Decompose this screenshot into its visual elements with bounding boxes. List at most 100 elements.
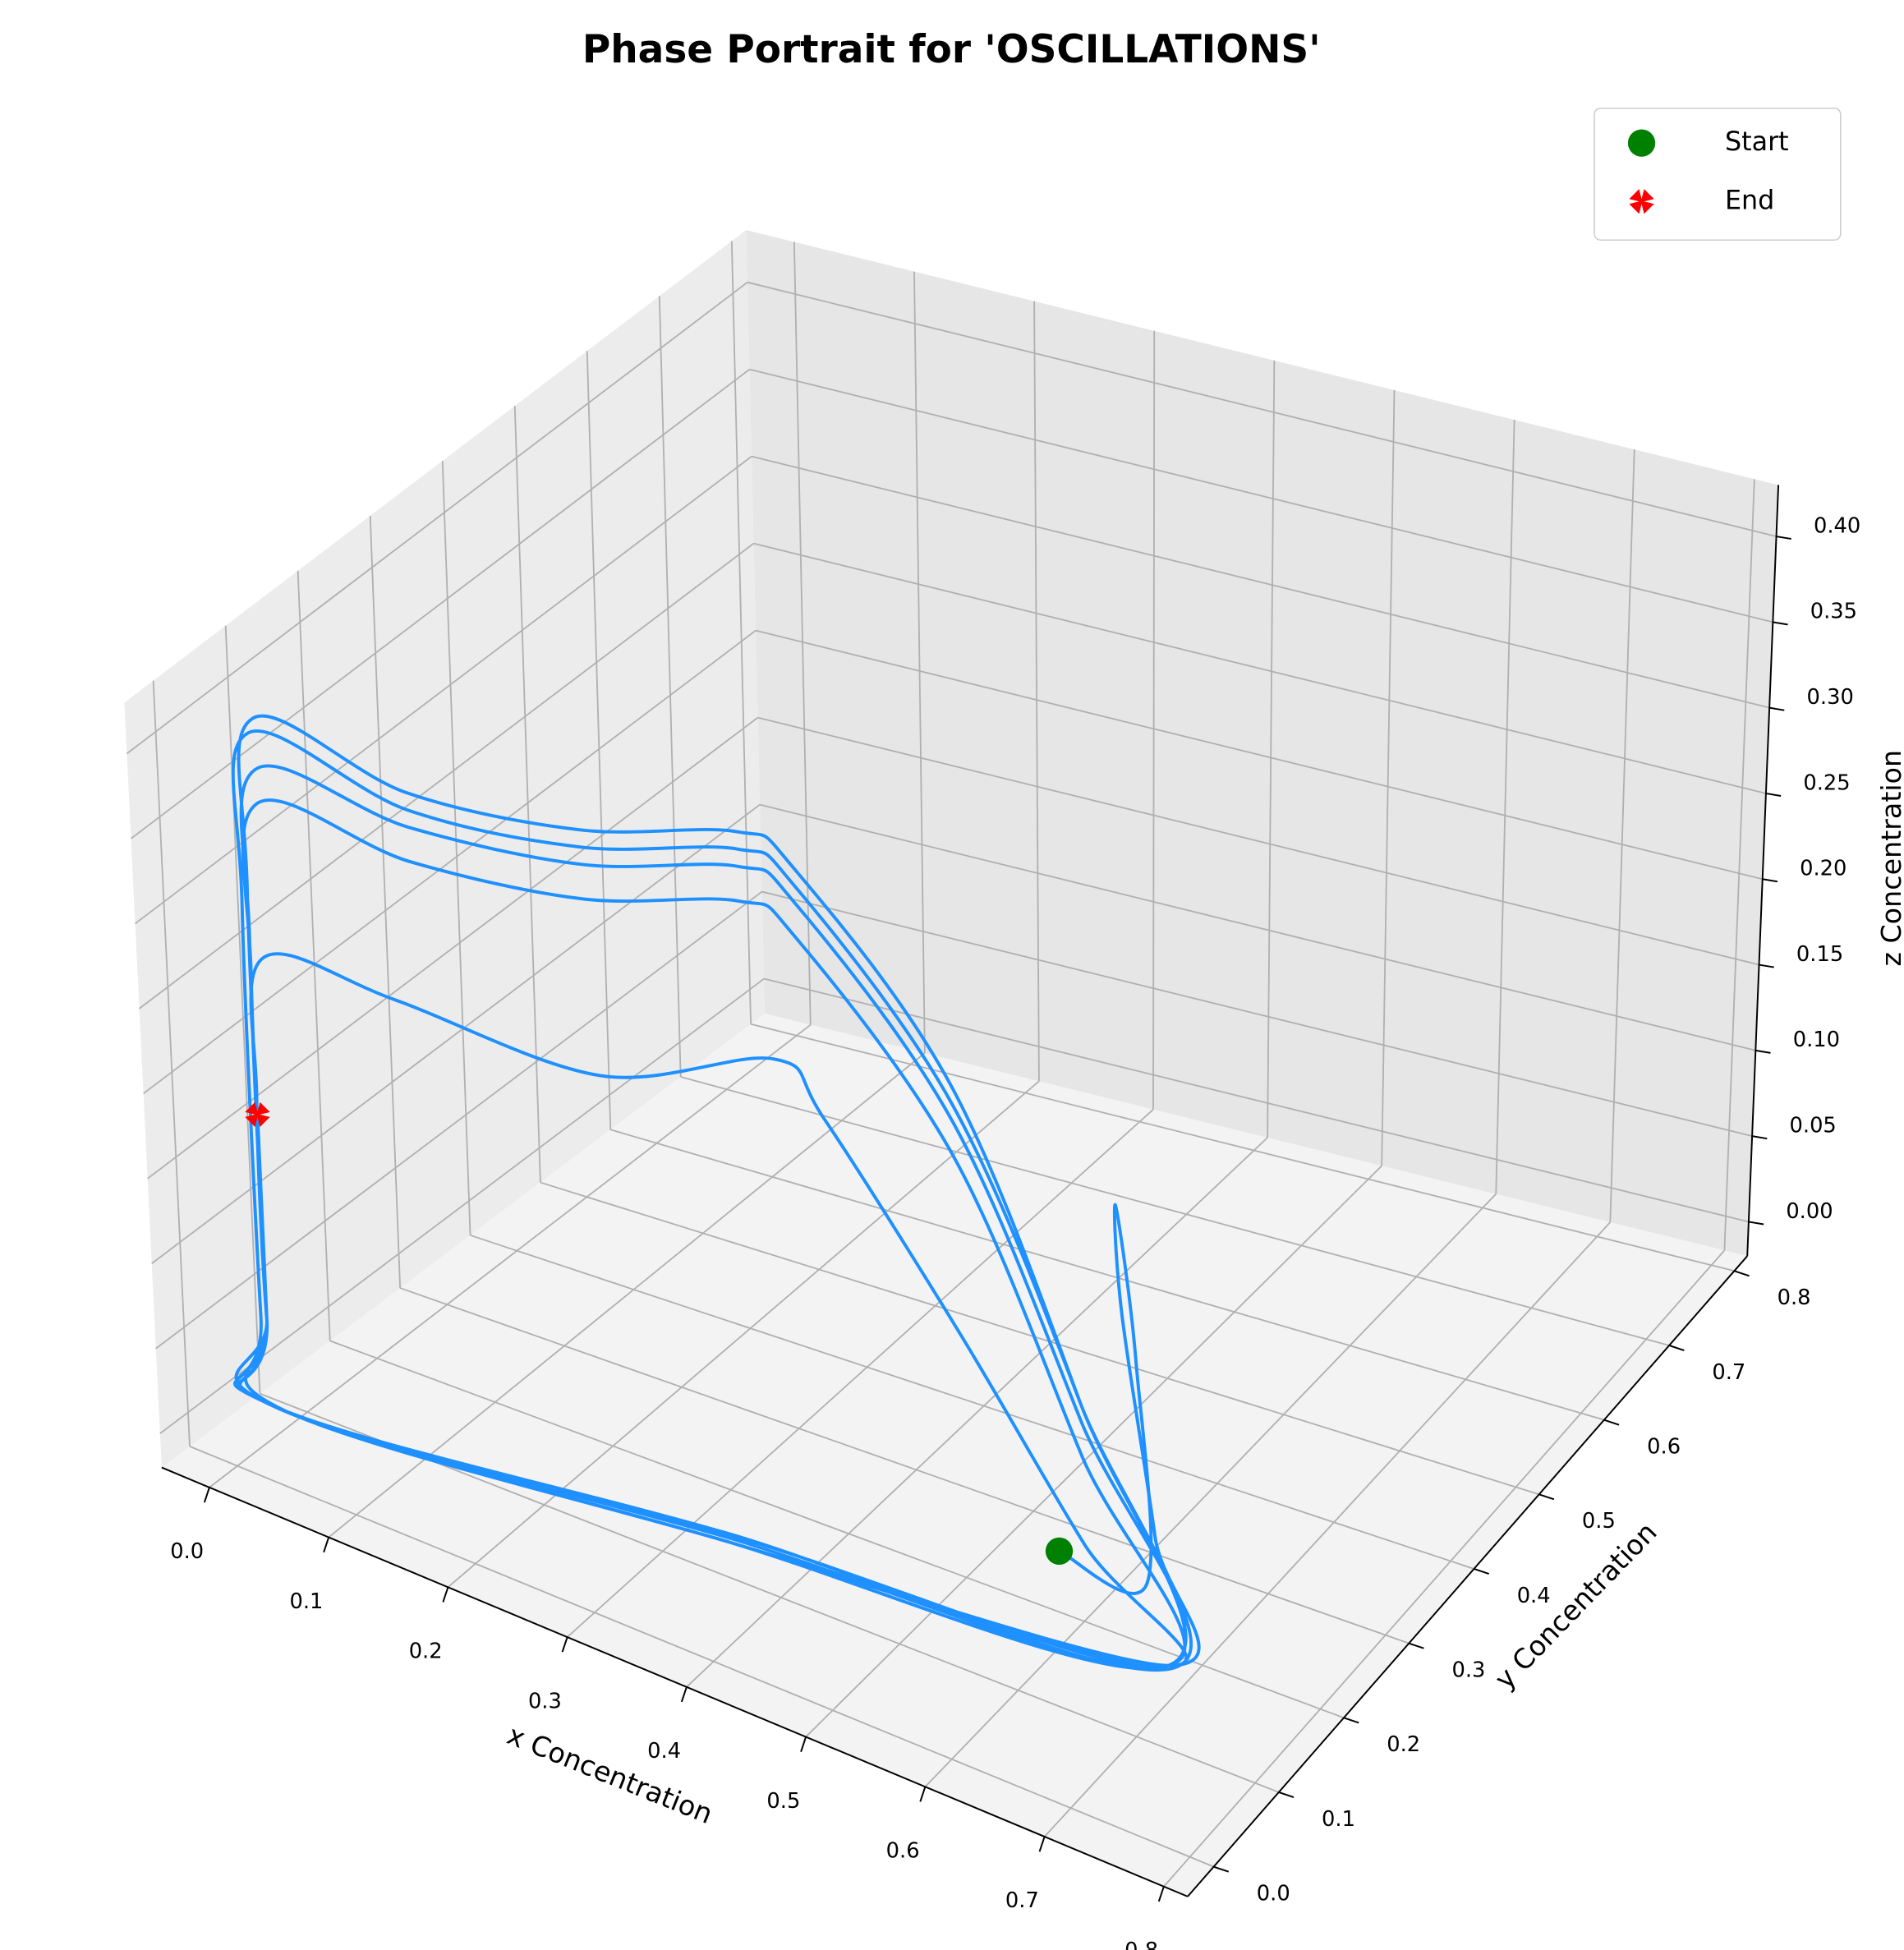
grid-line	[913, 271, 926, 1054]
y-tick-label: 0.1	[1322, 1807, 1355, 1832]
x-tick-label: 0.1	[289, 1589, 323, 1614]
y-axis-line	[1187, 1255, 1748, 1897]
y-tick-label: 0.2	[1387, 1732, 1420, 1757]
z-tick-label: 0.05	[1790, 1114, 1837, 1138]
legend-label: Start	[1725, 126, 1789, 157]
grid-line	[470, 1234, 1474, 1570]
y-tick	[1538, 1493, 1555, 1501]
z-tick	[1748, 1221, 1764, 1226]
legend: Start End	[1594, 107, 1842, 241]
y-tick	[1343, 1717, 1359, 1724]
z-tick-label: 0.35	[1810, 600, 1857, 624]
x-axis-label: x Concentration	[503, 1718, 717, 1830]
grid-line	[761, 890, 1753, 1138]
grid-line	[610, 1129, 1605, 1421]
legend-label: End	[1725, 185, 1774, 215]
z-tick	[1755, 1049, 1771, 1054]
z-tick-label: 0.10	[1793, 1028, 1840, 1052]
grid-line	[399, 1287, 1410, 1644]
grid-line	[189, 1446, 1214, 1868]
grid-line	[567, 1108, 1154, 1638]
y-tick-label: 0.4	[1517, 1584, 1551, 1608]
z-tick-label: 0.40	[1814, 513, 1860, 538]
grid-line	[753, 542, 1767, 794]
grid-line	[152, 680, 191, 1446]
grid-line	[763, 977, 1750, 1223]
grid-line	[680, 1076, 1670, 1346]
y-axis-label: y Concentration	[1488, 1516, 1663, 1695]
grid-line	[747, 281, 1777, 537]
grid-line	[297, 570, 331, 1341]
grid-line	[793, 241, 812, 1025]
grid-line	[924, 1193, 1497, 1787]
x-tick	[919, 1786, 927, 1802]
grid-line	[1267, 360, 1276, 1138]
grid-line	[750, 1023, 1735, 1272]
z-tick	[1762, 878, 1778, 883]
grid-line	[749, 368, 1773, 623]
legend-box	[1594, 107, 1842, 241]
grid-line	[369, 515, 402, 1289]
grid-line	[540, 1181, 1539, 1496]
y-tick	[1408, 1642, 1424, 1649]
y-tick	[1278, 1791, 1295, 1798]
z-tick	[1751, 1135, 1768, 1140]
x-tick	[1038, 1836, 1046, 1852]
z-tick	[1768, 706, 1785, 711]
z-tick-label: 0.00	[1786, 1199, 1833, 1224]
grid-line	[1723, 479, 1755, 1251]
grid-line	[686, 1137, 1268, 1688]
y-tick-label: 0.8	[1778, 1285, 1811, 1310]
marker-X	[245, 1101, 270, 1128]
grid-line	[757, 716, 1759, 966]
z-axis-line	[1746, 485, 1780, 1257]
pane-floor	[161, 1013, 1748, 1897]
y-tick-label: 0.6	[1647, 1434, 1681, 1459]
z-axis-label: z Concentration	[1875, 750, 1904, 967]
grid-line	[441, 461, 471, 1235]
grid-line	[759, 803, 1756, 1051]
marker-o	[1045, 1537, 1074, 1566]
x-tick-label: 0.6	[886, 1839, 920, 1864]
y-tick-label: 0.0	[1257, 1881, 1290, 1906]
grid-line	[1152, 330, 1156, 1110]
grid-line	[513, 406, 541, 1183]
x-tick	[323, 1537, 330, 1553]
y-tick-label: 0.5	[1582, 1509, 1616, 1534]
x-tick-label: 0.8	[1124, 1939, 1158, 1950]
z-tick-label: 0.20	[1800, 857, 1847, 881]
grid-line	[755, 629, 1763, 881]
x-tick-label: 0.7	[1005, 1888, 1039, 1913]
grid-line	[751, 455, 1770, 709]
grid-line	[1043, 1221, 1611, 1837]
x-tick	[561, 1636, 568, 1653]
pane-left	[124, 230, 766, 1468]
z-tick	[1773, 621, 1788, 626]
y-tick	[1603, 1419, 1620, 1426]
z-tick-label: 0.30	[1807, 685, 1854, 710]
x-tick-label: 0.5	[766, 1789, 800, 1814]
z-tick	[1759, 964, 1774, 968]
grid-line	[329, 1340, 1345, 1719]
pane-back	[746, 230, 1779, 1257]
grid	[126, 241, 1777, 1888]
x-tick-label: 0.0	[170, 1539, 204, 1564]
grid-line	[1609, 449, 1635, 1223]
x-tick	[1157, 1886, 1165, 1902]
grid-line	[586, 351, 612, 1130]
legend-marker	[1627, 129, 1656, 157]
chart-title: Phase Portrait for 'OSCILLATIONS'	[582, 27, 1321, 72]
trajectory-line	[231, 714, 1201, 1672]
grid-line	[447, 1080, 1040, 1589]
grid-line	[658, 296, 682, 1078]
y-tick-label: 0.7	[1712, 1360, 1745, 1385]
x-tick-label: 0.4	[647, 1739, 681, 1764]
grid-line	[126, 281, 748, 755]
grid-line	[1033, 301, 1040, 1082]
z-tick-label: 0.15	[1796, 942, 1843, 967]
grid-line	[1495, 420, 1515, 1194]
z-tick-label: 0.25	[1803, 770, 1850, 795]
grid-line	[1163, 1249, 1726, 1888]
